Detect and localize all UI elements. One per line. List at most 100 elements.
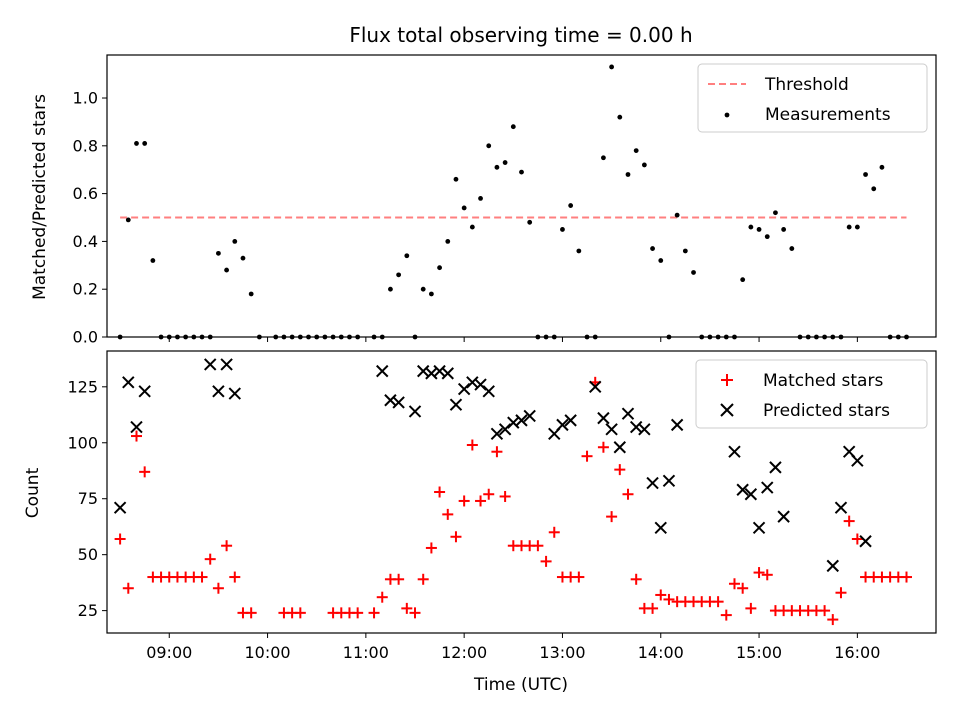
- top-legend: Threshold Measurements: [697, 63, 928, 133]
- measurement-point: [125, 217, 131, 223]
- predicted-point: [752, 521, 766, 535]
- measurement-point: [601, 155, 606, 161]
- bottom-xtick-label: 14:00: [638, 643, 684, 662]
- legend-predicted-label: Predicted stars: [763, 401, 890, 421]
- matched-point: [368, 607, 380, 619]
- top-ytick-label: 0.2: [73, 280, 98, 299]
- predicted-point: [662, 474, 676, 488]
- measurement-point: [453, 176, 459, 182]
- measurement-point: [658, 258, 664, 263]
- measurement-point: [134, 141, 139, 146]
- legend-measurements-swatch: [724, 112, 730, 118]
- matched-point: [491, 446, 503, 458]
- bottom-ytick-label: 75: [78, 489, 98, 508]
- predicted-point: [523, 409, 536, 423]
- predicted-point: [654, 521, 667, 535]
- measurement-point: [232, 239, 238, 244]
- bottom-legend-box: [695, 359, 928, 429]
- bottom-xtick-label: 16:00: [834, 643, 880, 662]
- matched-point: [466, 439, 478, 451]
- measurement-point: [388, 286, 393, 292]
- measurement-point: [633, 148, 639, 153]
- matched-point: [114, 533, 126, 545]
- measurement-point: [682, 248, 688, 254]
- matched-point: [737, 582, 749, 594]
- legend-threshold-label: Threshold: [764, 75, 849, 95]
- measurement-point: [609, 64, 615, 70]
- matched-point: [483, 488, 495, 500]
- predicted-point: [474, 378, 487, 391]
- predicted-point: [490, 427, 504, 441]
- measurement-point: [691, 270, 696, 275]
- predicted-point: [498, 423, 512, 436]
- top-ytick-label: 0.8: [73, 136, 98, 155]
- matched-point: [720, 609, 732, 621]
- matched-point: [393, 573, 405, 585]
- bottom-axes-frame: [106, 350, 937, 634]
- predicted-point: [744, 488, 758, 501]
- predicted-point: [457, 382, 471, 396]
- matched-point: [622, 488, 634, 500]
- matched-point: [753, 567, 765, 579]
- bottom-ytick-label: 25: [78, 601, 98, 620]
- predicted-point: [769, 461, 782, 474]
- predicted-point: [564, 414, 577, 427]
- matched-point: [499, 490, 511, 502]
- top-axes-frame: [106, 54, 937, 338]
- predicted-point: [736, 483, 749, 496]
- matched-point: [442, 508, 454, 520]
- measurement-point: [650, 246, 655, 251]
- measurement-point: [764, 234, 770, 240]
- bottom-xtick-label: 09:00: [146, 643, 192, 662]
- predicted-point: [441, 367, 454, 380]
- bottom-ytick-label: 125: [67, 377, 98, 396]
- measurement-point: [142, 141, 148, 146]
- predicted-point: [138, 385, 151, 398]
- x-axis-label: Time (UTC): [473, 675, 568, 695]
- matched-point: [655, 589, 667, 601]
- top-ytick-label: 0.6: [73, 184, 98, 203]
- matched-point: [196, 571, 208, 583]
- matched-point: [532, 540, 544, 552]
- measurement-point: [396, 272, 402, 278]
- bottom-plot-area: 25 50 75 100 125 09:00 10:00 11:00 12:00 13:00 14:…: [67, 358, 913, 662]
- measurement-point: [756, 227, 762, 232]
- bottom-xtick-label: 15:00: [736, 643, 782, 662]
- measurement-point: [478, 195, 483, 201]
- matched-point: [130, 430, 142, 442]
- predicted-point: [122, 376, 135, 389]
- measurement-point: [748, 224, 754, 230]
- matched-point: [409, 607, 421, 619]
- predicted-point: [638, 423, 651, 436]
- top-plot-area: 0.0 0.2 0.4 0.6 0.8 1.0: [73, 64, 909, 347]
- predicted-point: [613, 441, 627, 454]
- predicted-point: [376, 364, 389, 378]
- measurement-point: [527, 219, 533, 225]
- matched-point: [458, 495, 470, 507]
- predicted-point: [482, 385, 495, 398]
- predicted-point: [670, 418, 684, 432]
- predicted-point: [220, 358, 233, 371]
- measurement-point: [617, 114, 623, 120]
- matched-point: [475, 495, 487, 507]
- matched-point: [294, 607, 306, 619]
- matched-point: [425, 542, 437, 554]
- predicted-point: [556, 418, 569, 432]
- bottom-ytick-label: 50: [78, 545, 98, 564]
- legend-matched-swatch: [721, 374, 733, 386]
- measurement-point: [871, 186, 877, 192]
- predicted-point: [228, 387, 241, 400]
- matched-point: [352, 607, 364, 619]
- predicted-point: [449, 398, 463, 411]
- measurement-point: [224, 267, 229, 273]
- matched-point: [827, 614, 839, 626]
- measurement-point: [428, 291, 434, 297]
- measurement-point: [216, 250, 221, 256]
- measurement-point: [740, 277, 746, 283]
- matched-point: [835, 587, 847, 599]
- matched-point: [630, 573, 642, 585]
- predicted-point: [589, 380, 602, 394]
- matched-point: [221, 540, 233, 552]
- predicted-point: [761, 481, 774, 494]
- predicted-point: [130, 420, 143, 434]
